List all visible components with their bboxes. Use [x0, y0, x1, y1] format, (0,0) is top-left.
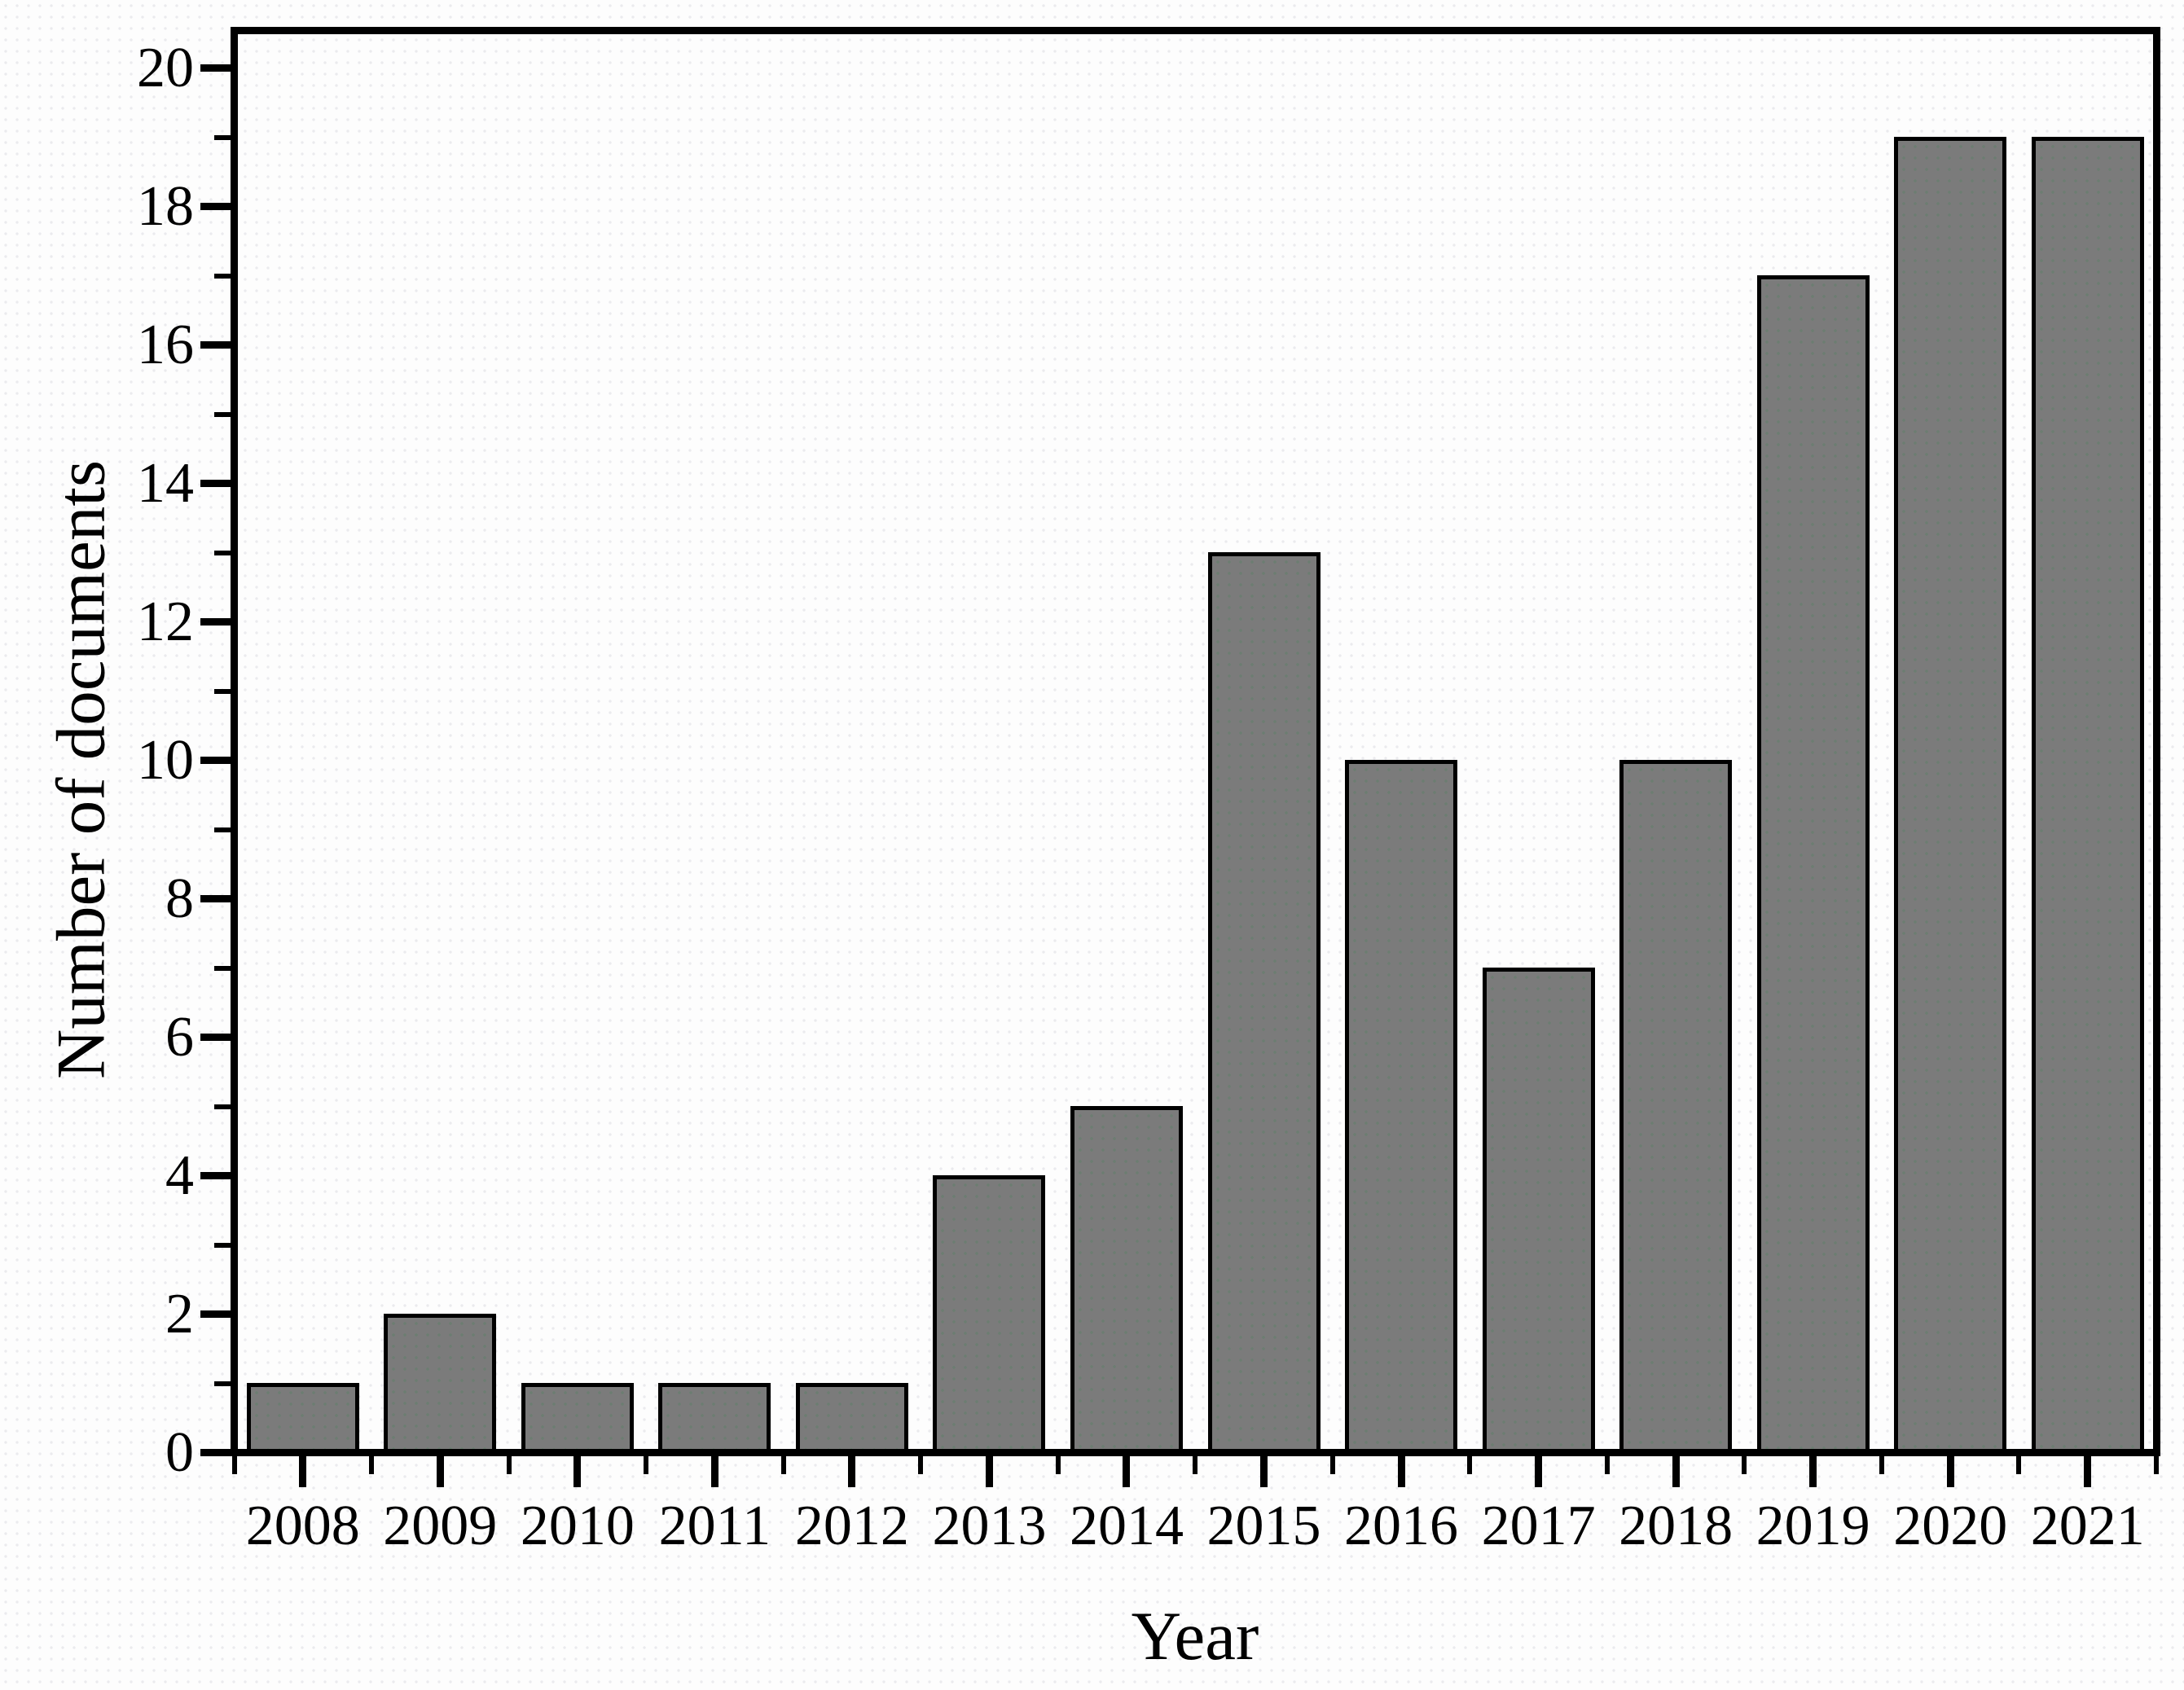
bar-2016	[1345, 760, 1457, 1449]
x-tick-label: 2009	[383, 1495, 498, 1557]
x-minor-tick	[1742, 1456, 1747, 1474]
y-major-tick	[200, 895, 231, 902]
x-major-tick	[1535, 1456, 1543, 1487]
y-minor-tick	[214, 1104, 231, 1109]
bar-2008	[247, 1383, 359, 1449]
y-tick-label: 4	[165, 1143, 194, 1207]
bar-2021	[2032, 137, 2144, 1449]
x-major-tick	[985, 1456, 993, 1487]
x-major-tick	[1946, 1456, 1954, 1487]
y-minor-tick	[214, 550, 231, 555]
y-tick-label: 8	[165, 867, 194, 930]
x-major-tick	[848, 1456, 856, 1487]
x-minor-tick	[1604, 1456, 1610, 1474]
y-major-tick	[200, 1172, 231, 1179]
y-minor-tick	[214, 1381, 231, 1386]
y-tick-label: 0	[165, 1420, 194, 1484]
x-minor-tick	[644, 1456, 649, 1474]
x-minor-tick	[506, 1456, 512, 1474]
x-minor-tick	[1193, 1456, 1198, 1474]
y-minor-tick	[214, 965, 231, 971]
bar-2018	[1619, 760, 1732, 1449]
bar-2019	[1757, 275, 1870, 1449]
bar-2020	[1894, 137, 2006, 1449]
y-minor-tick	[214, 1242, 231, 1248]
y-tick-label: 6	[165, 1005, 194, 1069]
y-tick-label: 12	[137, 590, 194, 653]
x-major-tick	[1672, 1456, 1680, 1487]
x-minor-tick	[780, 1456, 786, 1474]
y-tick-label: 10	[137, 728, 194, 792]
x-tick-label: 2017	[1481, 1495, 1596, 1557]
y-major-tick	[200, 64, 231, 72]
x-major-tick	[710, 1456, 718, 1487]
bar-2014	[1070, 1106, 1183, 1449]
y-major-tick	[200, 1034, 231, 1041]
x-tick-label: 2013	[932, 1495, 1047, 1557]
x-minor-tick	[1055, 1456, 1061, 1474]
y-tick-label: 2	[165, 1282, 194, 1345]
y-tick-label: 18	[137, 174, 194, 238]
y-minor-tick	[214, 134, 231, 140]
y-major-tick	[200, 1449, 231, 1456]
bar-2017	[1483, 968, 1595, 1449]
bar-2012	[796, 1383, 908, 1449]
y-major-tick	[200, 341, 231, 349]
x-minor-tick	[918, 1456, 924, 1474]
x-major-tick	[436, 1456, 444, 1487]
x-tick-label: 2019	[1756, 1495, 1870, 1557]
x-major-tick	[1123, 1456, 1131, 1487]
x-tick-label: 2011	[658, 1495, 771, 1557]
x-tick-label: 2010	[520, 1495, 635, 1557]
bar-2015	[1208, 552, 1321, 1449]
x-tick-label: 2016	[1344, 1495, 1459, 1557]
x-minor-tick	[2016, 1456, 2022, 1474]
y-tick-label: 20	[137, 36, 194, 99]
y-minor-tick	[214, 688, 231, 694]
bar-2010	[521, 1383, 634, 1449]
y-major-tick	[200, 618, 231, 626]
x-major-tick	[573, 1456, 582, 1487]
x-major-tick	[1397, 1456, 1405, 1487]
y-tick-label: 16	[137, 313, 194, 376]
x-major-tick	[299, 1456, 307, 1487]
y-major-tick	[200, 480, 231, 487]
x-minor-tick	[1467, 1456, 1473, 1474]
x-minor-tick	[369, 1456, 375, 1474]
bar-2011	[658, 1383, 771, 1449]
x-tick-label: 2008	[245, 1495, 360, 1557]
y-tick-label: 14	[137, 451, 194, 515]
x-axis-title: Year	[1131, 1598, 1259, 1675]
y-axis-title: Number of documents	[42, 459, 120, 1080]
x-minor-tick	[1879, 1456, 1884, 1474]
y-major-tick	[200, 203, 231, 210]
x-major-tick	[1809, 1456, 1817, 1487]
x-major-tick	[2084, 1456, 2092, 1487]
x-tick-label: 2021	[2030, 1495, 2145, 1557]
x-minor-tick	[2154, 1456, 2159, 1474]
bar-2009	[384, 1314, 496, 1449]
x-tick-label: 2015	[1206, 1495, 1321, 1557]
x-tick-label: 2014	[1069, 1495, 1184, 1557]
x-minor-tick	[1329, 1456, 1335, 1474]
y-minor-tick	[214, 827, 231, 832]
bar-2013	[933, 1175, 1045, 1449]
y-major-tick	[200, 757, 231, 764]
x-tick-label: 2020	[1893, 1495, 2008, 1557]
y-minor-tick	[214, 273, 231, 279]
x-tick-label: 2018	[1619, 1495, 1734, 1557]
y-major-tick	[200, 1310, 231, 1318]
x-tick-label: 2012	[794, 1495, 909, 1557]
x-major-tick	[1260, 1456, 1268, 1487]
plot-frame	[231, 27, 2160, 1456]
x-minor-tick	[231, 1456, 237, 1474]
y-minor-tick	[214, 411, 231, 417]
